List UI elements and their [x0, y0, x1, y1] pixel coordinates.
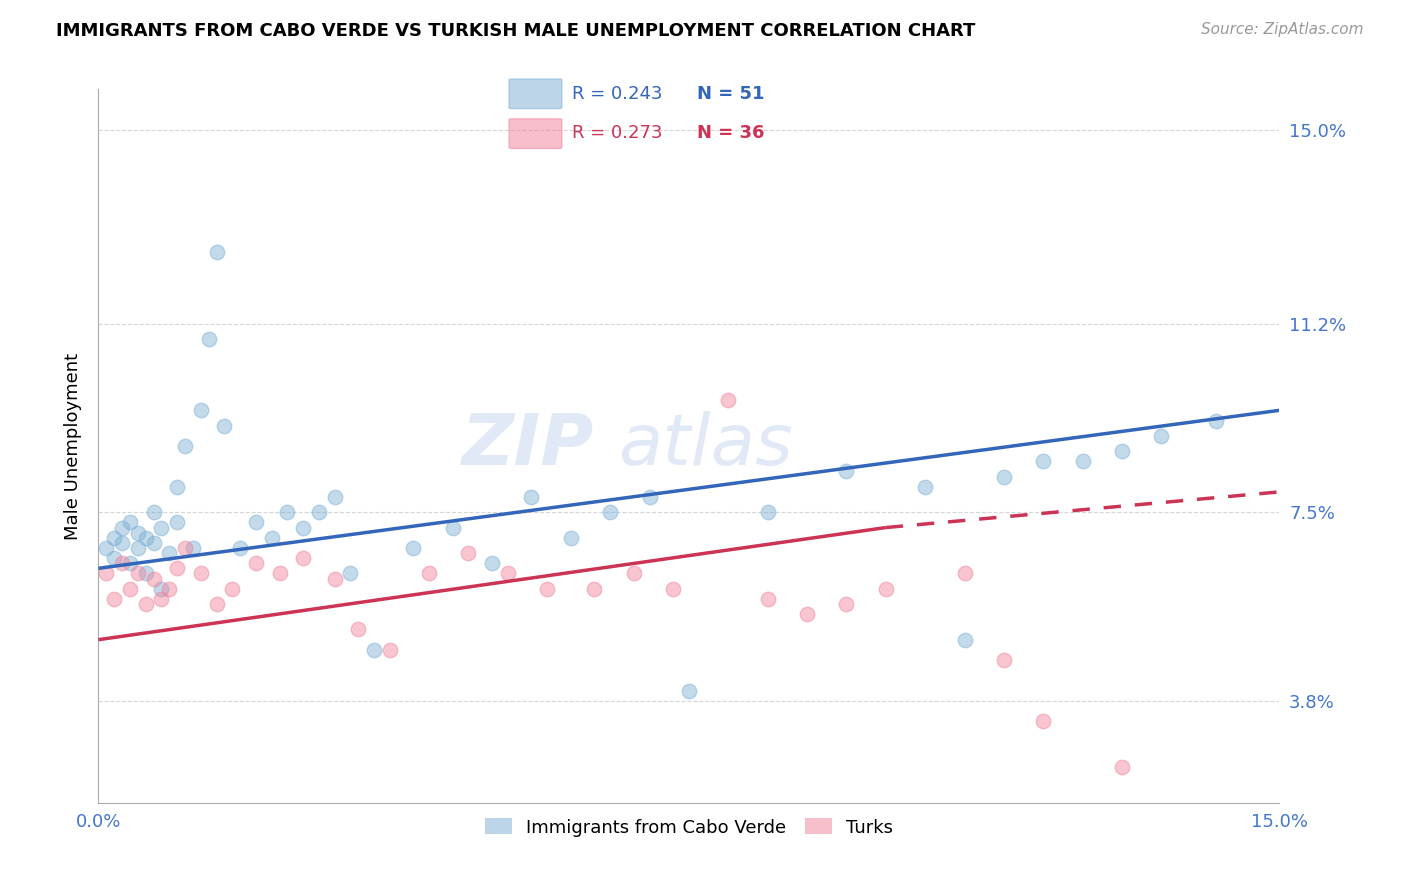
Point	[221, 582, 243, 596]
Text: Source: ZipAtlas.com: Source: ZipAtlas.com	[1201, 22, 1364, 37]
Point	[520, 490, 543, 504]
Point	[457, 546, 479, 560]
Point	[276, 505, 298, 519]
Point	[181, 541, 204, 555]
Point	[127, 566, 149, 581]
Point	[308, 505, 330, 519]
Point	[599, 505, 621, 519]
FancyBboxPatch shape	[509, 79, 562, 109]
Text: R = 0.243: R = 0.243	[572, 85, 662, 103]
Point	[914, 480, 936, 494]
Point	[875, 582, 897, 596]
Point	[150, 591, 173, 606]
Point	[496, 566, 519, 581]
Point	[323, 490, 346, 504]
Point	[135, 597, 157, 611]
Point	[292, 551, 315, 566]
Point	[111, 536, 134, 550]
Point	[835, 597, 858, 611]
Point	[205, 597, 228, 611]
Point	[127, 541, 149, 555]
Text: IMMIGRANTS FROM CABO VERDE VS TURKISH MALE UNEMPLOYMENT CORRELATION CHART: IMMIGRANTS FROM CABO VERDE VS TURKISH MA…	[56, 22, 976, 40]
Point	[205, 245, 228, 260]
Point	[796, 607, 818, 622]
Point	[269, 566, 291, 581]
Point	[339, 566, 361, 581]
Point	[756, 505, 779, 519]
Point	[378, 643, 401, 657]
Point	[111, 520, 134, 534]
Point	[135, 566, 157, 581]
Y-axis label: Male Unemployment: Male Unemployment	[63, 352, 82, 540]
Point	[103, 551, 125, 566]
Point	[118, 582, 141, 596]
Point	[150, 520, 173, 534]
Point	[166, 561, 188, 575]
Point	[166, 480, 188, 494]
Point	[142, 505, 165, 519]
Point	[214, 418, 236, 433]
Point	[96, 566, 118, 581]
Point	[363, 643, 385, 657]
Point	[623, 566, 645, 581]
Point	[157, 582, 180, 596]
Point	[1032, 714, 1054, 729]
Text: atlas: atlas	[619, 411, 793, 481]
Point	[560, 531, 582, 545]
Text: R = 0.273: R = 0.273	[572, 124, 662, 142]
Point	[142, 536, 165, 550]
Text: ZIP: ZIP	[463, 411, 595, 481]
Point	[441, 520, 464, 534]
Point	[142, 572, 165, 586]
Point	[638, 490, 661, 504]
Point	[678, 683, 700, 698]
Point	[993, 653, 1015, 667]
Point	[1111, 444, 1133, 458]
Point	[1071, 454, 1094, 468]
Point	[756, 591, 779, 606]
FancyBboxPatch shape	[509, 119, 562, 148]
Point	[157, 546, 180, 560]
Point	[245, 516, 267, 530]
Point	[103, 591, 125, 606]
Point	[127, 525, 149, 540]
Point	[953, 566, 976, 581]
Point	[1032, 454, 1054, 468]
Point	[835, 465, 858, 479]
Point	[174, 541, 197, 555]
Point	[96, 541, 118, 555]
Point	[953, 632, 976, 647]
Point	[245, 556, 267, 570]
Point	[197, 332, 219, 346]
Point	[1111, 760, 1133, 774]
Point	[347, 623, 370, 637]
Point	[135, 531, 157, 545]
Point	[1205, 413, 1227, 427]
Point	[292, 520, 315, 534]
Point	[717, 393, 740, 408]
Point	[190, 403, 212, 417]
Point	[190, 566, 212, 581]
Point	[111, 556, 134, 570]
Point	[229, 541, 252, 555]
Point	[1150, 429, 1173, 443]
Point	[118, 516, 141, 530]
Point	[536, 582, 558, 596]
Text: N = 51: N = 51	[697, 85, 765, 103]
Point	[260, 531, 283, 545]
Point	[103, 531, 125, 545]
Point	[150, 582, 173, 596]
Point	[118, 556, 141, 570]
Point	[323, 572, 346, 586]
Point	[481, 556, 503, 570]
Point	[662, 582, 685, 596]
Point	[166, 516, 188, 530]
Point	[402, 541, 425, 555]
Legend: Immigrants from Cabo Verde, Turks: Immigrants from Cabo Verde, Turks	[478, 811, 900, 844]
Point	[993, 469, 1015, 483]
Point	[583, 582, 606, 596]
Point	[174, 439, 197, 453]
Text: N = 36: N = 36	[697, 124, 765, 142]
Point	[418, 566, 440, 581]
